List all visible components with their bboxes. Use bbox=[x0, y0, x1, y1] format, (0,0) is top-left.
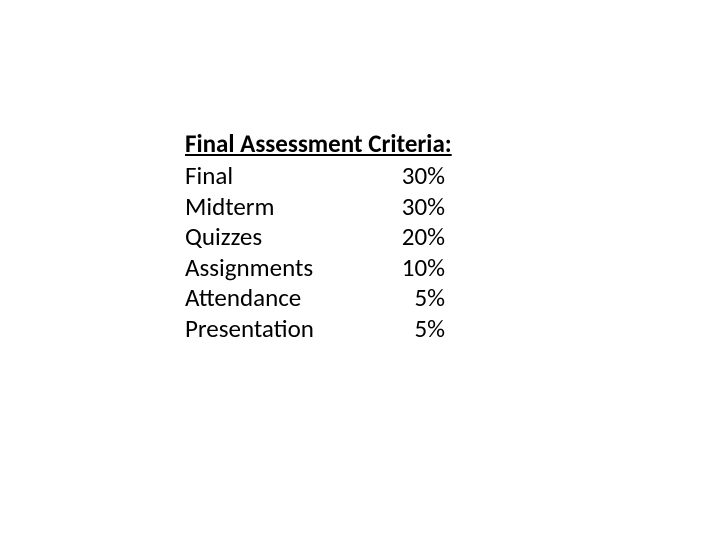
criteria-value: 30% bbox=[365, 192, 445, 223]
criteria-value: 10% bbox=[365, 253, 445, 284]
heading: Final Assessment Criteria: bbox=[185, 128, 452, 159]
criteria-value: 5% bbox=[365, 283, 445, 314]
criteria-row: Quizzes 20% bbox=[185, 222, 452, 253]
criteria-value: 5% bbox=[365, 314, 445, 345]
criteria-label: Midterm bbox=[185, 192, 365, 223]
criteria-label: Presentation bbox=[185, 314, 365, 345]
criteria-row: Presentation 5% bbox=[185, 314, 452, 345]
criteria-row: Final 30% bbox=[185, 161, 452, 192]
criteria-value: 30% bbox=[365, 161, 445, 192]
criteria-label: Final bbox=[185, 161, 365, 192]
criteria-label: Quizzes bbox=[185, 222, 365, 253]
assessment-criteria-block: Final Assessment Criteria: Final 30% Mid… bbox=[185, 128, 452, 344]
criteria-row: Attendance 5% bbox=[185, 283, 452, 314]
criteria-value: 20% bbox=[365, 222, 445, 253]
criteria-row: Assignments 10% bbox=[185, 253, 452, 284]
criteria-row: Midterm 30% bbox=[185, 192, 452, 223]
criteria-label: Attendance bbox=[185, 283, 365, 314]
criteria-label: Assignments bbox=[185, 253, 365, 284]
